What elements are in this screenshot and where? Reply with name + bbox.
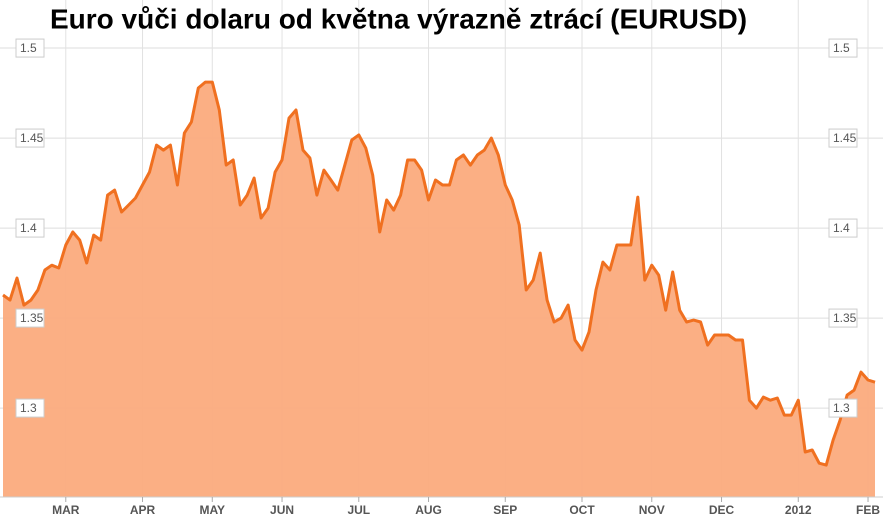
y-tick-bg [15,128,45,148]
x-tick-label: JUL [347,503,370,517]
x-tick-label: MAR [52,503,80,517]
y-tick-bg [828,398,858,418]
y-tick-bg [828,218,858,238]
x-tick-label: JUN [270,503,294,517]
y-tick-bg [15,38,45,58]
y-tick-label: 1.4 [20,221,37,235]
y-tick-bg [828,38,858,58]
area [3,82,875,497]
y-tick-box: 1.35 [15,308,45,328]
x-tick-label: NOV [639,503,665,517]
y-tick-box: 1.4 [15,218,45,238]
y-tick-box: 1.3 [15,398,45,418]
x-tick-label: FEB [856,503,880,517]
y-tick-label: 1.45 [20,131,44,145]
y-tick-box: 1.4 [828,218,858,238]
x-tick-label: 2012 [785,503,812,517]
y-tick-label: 1.5 [833,41,850,55]
x-tick-label: AUG [415,503,442,517]
x-tick-label: DEC [709,503,735,517]
y-tick-label: 1.45 [833,131,857,145]
y-tick-box: 1.5 [828,38,858,58]
x-tick-label: MAY [199,503,225,517]
y-tick-bg [15,218,45,238]
y-tick-bg [828,128,858,148]
y-tick-label: 1.4 [833,221,850,235]
y-tick-label: 1.35 [20,311,44,325]
x-tick-label: SEP [493,503,517,517]
y-tick-label: 1.3 [20,401,37,415]
y-tick-bg [15,398,45,418]
y-tick-label: 1.5 [20,41,37,55]
line [2,80,876,467]
y-tick-bg [828,308,858,328]
y-tick-label: 1.35 [833,311,857,325]
y-tick-box: 1.45 [828,128,858,148]
x-axis-band [0,497,883,520]
y-tick-bg [15,308,45,328]
y-tick-label: 1.3 [833,401,850,415]
x-tick-label: OCT [569,503,595,517]
chart-title: Euro vůči dolaru od května výrazně ztrác… [50,3,747,34]
x-tick-label: APR [130,503,156,517]
y-tick-box: 1.35 [828,308,858,328]
y-tick-box: 1.3 [828,398,858,418]
y-tick-box: 1.45 [15,128,45,148]
y-tick-box: 1.5 [15,38,45,58]
